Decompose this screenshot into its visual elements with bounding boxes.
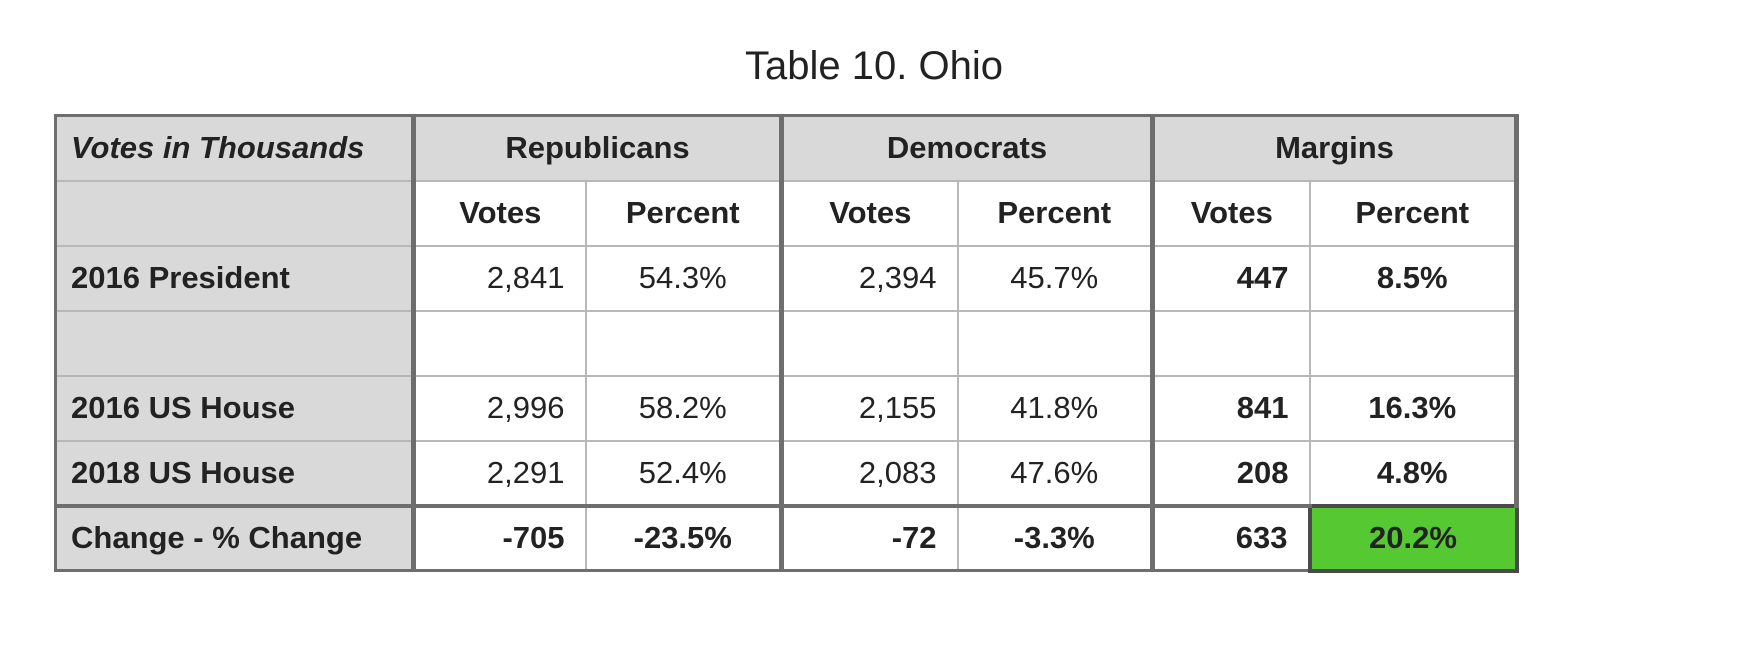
cell-margin-votes: 447 (1150, 244, 1311, 312)
table-row (54, 309, 1519, 377)
group-header-republicans: Republicans (411, 114, 783, 182)
cell-rep-percent: 58.2% (584, 374, 783, 442)
sub-header-rep-percent: Percent (584, 179, 783, 247)
sub-header-margin-votes: Votes (1150, 179, 1311, 247)
cell-margin-percent (1308, 309, 1519, 377)
cell-dem-votes: 2,155 (779, 374, 959, 442)
cell-dem-votes: 2,083 (779, 439, 959, 507)
sub-header-rep-votes: Votes (411, 179, 587, 247)
cell-dem-percent: -3.3% (956, 503, 1154, 572)
table-row: 2018 US House 2,291 52.4% 2,083 47.6% 20… (54, 439, 1519, 507)
sub-header-dem-percent: Percent (956, 179, 1154, 247)
group-header-margins: Margins (1150, 114, 1519, 182)
row-label: 2018 US House (54, 439, 415, 507)
sub-header-margin-percent: Percent (1308, 179, 1519, 247)
cell-rep-percent: 52.4% (584, 439, 783, 507)
row-label: 2016 US House (54, 374, 415, 442)
table-title: Table 10. Ohio (745, 44, 1003, 88)
table-row: 2016 President 2,841 54.3% 2,394 45.7% 4… (54, 244, 1519, 312)
cell-margin-percent: 8.5% (1308, 244, 1519, 312)
cell-margin-votes: 633 (1150, 503, 1311, 572)
cell-dem-votes: 2,394 (779, 244, 959, 312)
row-label (54, 309, 415, 377)
cell-dem-percent: 47.6% (956, 439, 1154, 507)
cell-rep-votes (411, 309, 587, 377)
table-row: 2016 US House 2,996 58.2% 2,155 41.8% 84… (54, 374, 1519, 442)
votes-table: Votes in Thousands Republicans Democrats… (54, 114, 1519, 573)
row-label (54, 179, 415, 247)
group-header-democrats: Democrats (779, 114, 1154, 182)
cell-margin-votes: 841 (1150, 374, 1311, 442)
cell-margin-percent: 16.3% (1308, 374, 1519, 442)
cell-margin-percent: 4.8% (1308, 439, 1519, 507)
header-row-sub: Votes Percent Votes Percent Votes Percen… (54, 179, 1519, 247)
cell-rep-votes: 2,996 (411, 374, 587, 442)
cell-margin-votes (1150, 309, 1311, 377)
cell-rep-percent: 54.3% (584, 244, 783, 312)
cell-rep-percent (584, 309, 783, 377)
cell-dem-percent: 41.8% (956, 374, 1154, 442)
cell-rep-votes: -705 (411, 503, 587, 572)
table-row-change: Change - % Change -705 -23.5% -72 -3.3% … (54, 503, 1519, 573)
header-row-groups: Votes in Thousands Republicans Democrats… (54, 114, 1519, 182)
cell-margin-votes: 208 (1150, 439, 1311, 507)
cell-rep-percent: -23.5% (584, 503, 783, 572)
cell-dem-votes: -72 (779, 503, 959, 572)
cell-rep-votes: 2,291 (411, 439, 587, 507)
cell-dem-percent (956, 309, 1154, 377)
cell-rep-votes: 2,841 (411, 244, 587, 312)
corner-label: Votes in Thousands (54, 114, 415, 182)
cell-dem-votes (779, 309, 959, 377)
row-label: Change - % Change (54, 503, 415, 572)
sub-header-dem-votes: Votes (779, 179, 959, 247)
cell-dem-percent: 45.7% (956, 244, 1154, 312)
row-label: 2016 President (54, 244, 415, 312)
cell-margin-percent-highlight: 20.2% (1307, 503, 1519, 573)
